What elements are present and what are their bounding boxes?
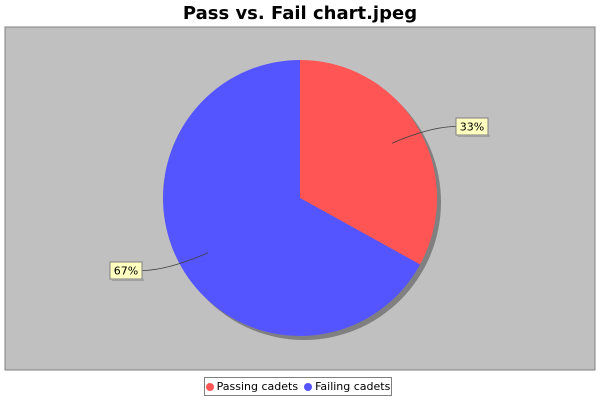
legend-swatch-failing — [304, 382, 313, 391]
legend: Passing cadets Failing cadets — [204, 377, 392, 396]
legend-label-failing: Failing cadets — [315, 380, 391, 393]
data-label-passing: 33% — [460, 121, 484, 134]
leader-line-failing — [141, 252, 209, 271]
data-label-shadow — [112, 279, 144, 281]
pie-slice-passing — [300, 60, 438, 265]
legend-swatch-passing — [205, 382, 214, 391]
data-label-shadow — [458, 135, 490, 137]
legend-item-failing: Failing cadets — [304, 380, 390, 393]
legend-item-passing: Passing cadets — [205, 380, 299, 393]
chart-title: Pass vs. Fail chart.jpeg — [182, 3, 418, 24]
leader-line-passing — [391, 126, 457, 144]
data-label-failing: 67% — [114, 265, 138, 278]
legend-label-passing: Passing cadets — [216, 380, 299, 393]
pie-slice-failing — [163, 60, 421, 336]
